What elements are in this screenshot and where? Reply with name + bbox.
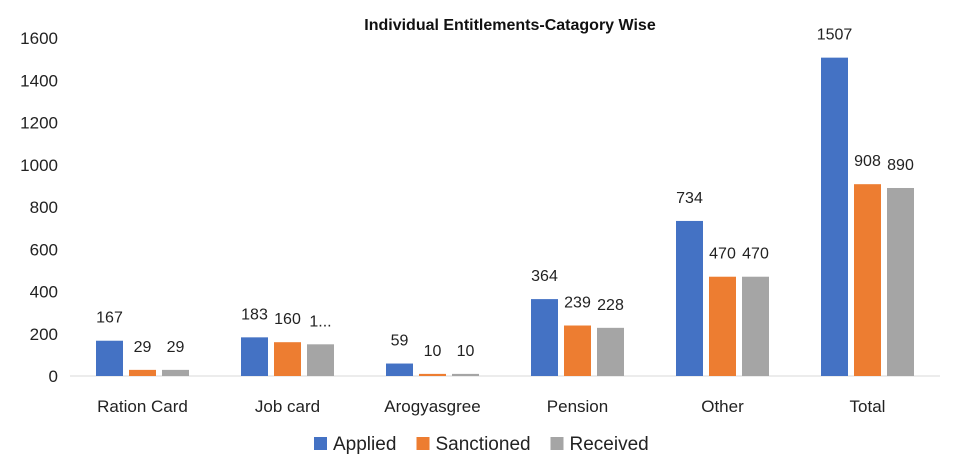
y-tick-label: 1400 — [20, 71, 58, 90]
category-label: Arogyasgree — [384, 397, 480, 416]
category-label: Job card — [255, 397, 320, 416]
bar-received — [452, 373, 479, 376]
legend-swatch-applied — [314, 437, 327, 450]
bar-sanctioned — [419, 373, 446, 376]
chart-title: Individual Entitlements-Catagory Wise — [364, 17, 656, 34]
bar-sanctioned — [129, 369, 156, 376]
bar-sanctioned — [564, 325, 591, 376]
bars-group — [96, 57, 914, 377]
data-label: 908 — [854, 153, 881, 170]
y-tick-label: 0 — [49, 367, 58, 386]
legend-swatch-received — [550, 437, 564, 450]
bar-received — [307, 344, 334, 376]
data-label: 890 — [887, 157, 914, 174]
data-label: 29 — [167, 339, 185, 356]
bar-sanctioned — [854, 184, 881, 376]
bar-received — [162, 369, 189, 376]
bar-applied — [821, 57, 848, 377]
category-label: Pension — [547, 397, 608, 416]
y-axis-ticks: 0 200 400 600 800 1000 1200 1400 1600 — [20, 29, 58, 386]
legend-label: Applied — [333, 434, 396, 455]
y-tick-label: 1600 — [20, 29, 58, 48]
bar-applied — [241, 337, 268, 376]
data-label: 59 — [391, 333, 409, 350]
data-label: 364 — [531, 268, 558, 285]
legend-label: Received — [570, 434, 649, 455]
data-label: 167 — [96, 310, 123, 327]
y-tick-label: 400 — [30, 283, 58, 302]
bar-received — [597, 327, 624, 376]
bar-applied — [676, 220, 703, 376]
data-label: 1... — [309, 313, 331, 330]
y-tick-label: 600 — [30, 240, 58, 259]
category-label: Ration Card — [97, 397, 188, 416]
bar-received — [887, 187, 914, 376]
y-tick-label: 1200 — [20, 114, 58, 133]
bar-received — [742, 276, 769, 376]
data-label: 470 — [709, 246, 736, 263]
bar-applied — [96, 340, 123, 376]
data-label: 10 — [424, 343, 442, 360]
data-label: 183 — [241, 306, 268, 323]
bar-sanctioned — [274, 342, 301, 376]
category-label: Other — [701, 397, 744, 416]
y-tick-label: 800 — [30, 198, 58, 217]
data-label: 734 — [676, 190, 703, 207]
data-label: 470 — [742, 246, 769, 263]
data-label: 160 — [274, 311, 301, 328]
data-label: 29 — [134, 339, 152, 356]
bar-sanctioned — [709, 276, 736, 376]
data-label: 10 — [457, 343, 475, 360]
bar-applied — [531, 299, 558, 376]
legend-swatch-sanctioned — [416, 437, 430, 450]
legend: Applied Sanctioned Received — [314, 434, 649, 455]
data-label: 1507 — [817, 27, 853, 44]
y-tick-label: 1000 — [20, 156, 58, 175]
data-labels-group: 167 29 29 183 160 1... 59 10 10 364 239 228 734 470 47… — [96, 27, 914, 360]
y-tick-label: 200 — [30, 325, 58, 344]
data-label: 228 — [597, 297, 624, 314]
category-label: Total — [850, 397, 886, 416]
category-labels-group: Ration Card Job card Arogyasgree Pension Oth… — [97, 397, 885, 416]
legend-label: Sanctioned — [436, 434, 531, 455]
data-label: 239 — [564, 295, 591, 312]
bar-applied — [386, 363, 413, 376]
